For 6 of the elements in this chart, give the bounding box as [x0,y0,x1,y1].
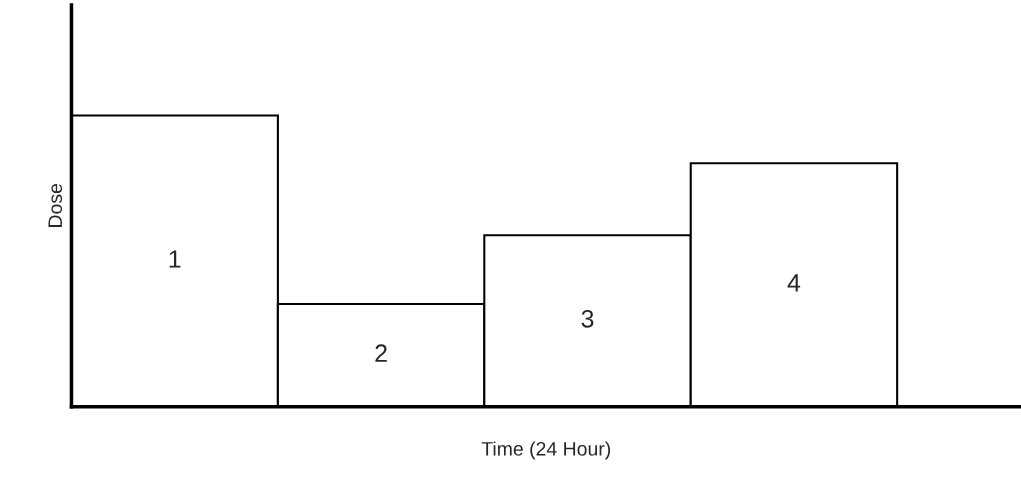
x-tick-label: 2 [375,344,387,362]
y-axis-title: Dose [48,183,63,227]
x-tick-label: 1 [169,250,181,268]
x-axis-title: Time (24 Hour) [481,441,611,460]
x-tick-label: 3 [581,309,594,328]
x-tick-label: 4 [787,274,801,292]
